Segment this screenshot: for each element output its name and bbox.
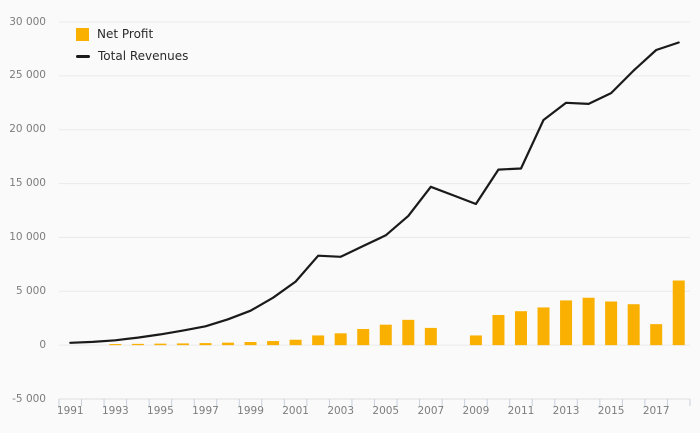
total-revenues-line [69,41,680,344]
net-profit-bar [605,301,618,346]
legend-label-net-profit: Net Profit [97,27,154,41]
x-axis-tick-label: 2007 [417,405,445,417]
x-axis-tick-label: 2009 [462,405,490,417]
net-profit-bar [582,297,595,346]
x-axis-tick-label: 2017 [642,405,670,417]
y-axis-tick-label: 30 000 [9,15,46,28]
net-profit-bar [514,311,527,346]
x-axis-tick-label: 1993 [101,405,129,417]
x-axis-tick-label: 1995 [147,405,174,417]
x-axis-tick-label: 1991 [56,405,84,417]
y-axis-tick-label: 0 [39,338,46,351]
y-axis-tick-label: 5 000 [15,284,46,297]
net-profit-bar [672,280,685,346]
x-axis-tick-label: 2015 [597,405,625,417]
x-axis-tick-label: 1999 [237,405,264,417]
net-profit-bar [650,324,663,346]
legend-item-total-revenues[interactable]: Total Revenues [76,49,188,64]
net-profit-bar [357,328,370,346]
y-axis-tick-label: 25 000 [9,69,46,82]
x-axis-tick-label: 2011 [507,405,535,417]
net-profit-bar [560,300,573,346]
legend-label-total-revenues: Total Revenues [98,49,189,63]
legend: Net Profit Total Revenues [76,27,188,64]
net-profit-bar [492,314,505,346]
net-profit-bar [131,343,144,346]
net-profit-swatch-icon [76,28,89,41]
net-profit-bar [334,333,347,346]
x-axis-tick-label: 1997 [192,405,219,417]
net-profit-bar [469,335,482,346]
y-axis-tick-label: 15 000 [9,177,46,190]
net-profit-bar [176,343,189,346]
net-profit-bar [379,324,392,346]
x-axis-tick-label: 2013 [552,405,580,417]
net-profit-bar [109,344,122,346]
x-axis-tick-label: 2001 [282,405,309,417]
x-axis-tick-label: 2005 [372,405,400,417]
y-axis-tick-label: 10 000 [9,230,46,243]
x-axis-tick-label: 2003 [327,405,355,417]
net-profit-bar [424,327,437,346]
net-profit-bar [267,341,280,346]
net-profit-bar [199,343,212,346]
net-profit-bar [244,342,257,346]
total-revenues-swatch-icon [76,55,90,58]
net-profit-bar [627,304,640,346]
legend-item-net-profit[interactable]: Net Profit [76,27,188,42]
y-axis-tick-label: -5 000 [12,392,46,405]
net-profit-bar [222,342,235,346]
net-profit-bar [402,319,415,346]
net-profit-bar [289,339,302,346]
y-axis-tick-label: 20 000 [9,123,46,136]
net-profit-bar [537,307,550,346]
net-profit-bar [154,343,167,346]
net-profit-bar [312,335,325,346]
